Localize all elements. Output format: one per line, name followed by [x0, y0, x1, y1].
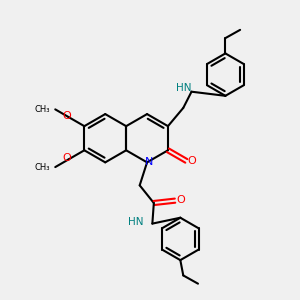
Text: O: O	[62, 110, 71, 121]
Text: HN: HN	[176, 83, 191, 93]
Text: O: O	[176, 195, 185, 205]
Text: CH₃: CH₃	[34, 163, 50, 172]
Text: O: O	[187, 156, 196, 166]
Text: N: N	[145, 158, 154, 167]
Text: CH₃: CH₃	[34, 105, 50, 114]
Text: HN: HN	[128, 217, 143, 227]
Text: O: O	[62, 153, 71, 163]
